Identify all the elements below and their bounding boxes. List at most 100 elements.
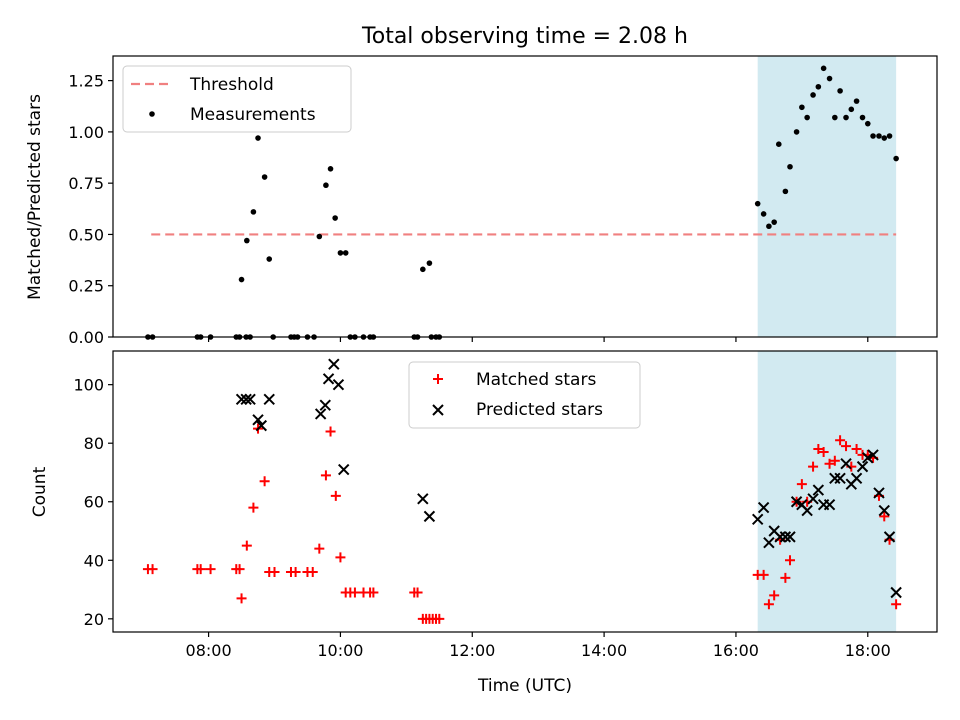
shaded-region [757, 56, 897, 337]
xtick-label: 14:00 [581, 641, 627, 660]
predicted-point [338, 463, 350, 476]
predicted-point [235, 393, 248, 406]
measurement-point [337, 250, 344, 256]
predicted-point [801, 504, 813, 517]
predicted-point [883, 531, 896, 543]
matched-point [780, 572, 791, 583]
predicted-point [757, 501, 770, 514]
matched-point [205, 564, 216, 575]
measurement-point [810, 92, 816, 98]
measurement-point [771, 219, 777, 225]
predicted-point [423, 510, 436, 523]
measurement-point [754, 200, 761, 207]
measurement-point [787, 163, 793, 170]
predicted-point [834, 472, 846, 485]
predicted-point [784, 531, 796, 543]
measurement-point [342, 250, 349, 256]
measurement-point [426, 260, 433, 266]
predicted-point [332, 378, 345, 391]
legend-matched-swatch [433, 374, 443, 384]
measurement-point [799, 104, 805, 111]
predicted-point [840, 457, 852, 470]
predicted-point [807, 493, 819, 505]
matched-point [269, 566, 280, 577]
predicted-point [751, 513, 764, 526]
measurement-point [837, 88, 843, 94]
measurement-point [332, 215, 338, 221]
matched-point [758, 569, 769, 580]
measurement-point [266, 256, 273, 262]
measurement-point [766, 223, 772, 230]
predicted-point [856, 460, 869, 473]
measurement-point [244, 237, 250, 244]
measurement-point [250, 209, 257, 215]
predicted-point [823, 498, 836, 511]
ytick-label: 1.25 [68, 72, 104, 91]
predicted-point [314, 408, 327, 420]
ytick-label: 20 [84, 610, 104, 629]
predicted-point [867, 449, 879, 461]
legend-predicted-swatch [432, 404, 444, 416]
predicted-point [890, 586, 902, 599]
legend-measurements-label: Measurements [190, 105, 316, 125]
matched-point [769, 590, 780, 601]
measurement-point [255, 135, 261, 141]
predicted-point [873, 487, 885, 499]
measurement-point [782, 188, 789, 195]
matched-point [808, 461, 819, 472]
predicted-point [790, 496, 803, 508]
matched-point [891, 599, 902, 610]
measurement-point [832, 114, 838, 121]
measurement-point [886, 133, 893, 139]
legend-threshold-label: Threshold [189, 75, 274, 95]
bottom-xlabel: Time (UTC) [477, 676, 572, 696]
matched-point [236, 593, 247, 604]
predicted-point [252, 414, 264, 426]
predicted-point [244, 393, 256, 406]
measurement-point [815, 83, 822, 90]
predicted-point [862, 452, 874, 464]
matched-point [813, 444, 824, 455]
matched-point [368, 587, 379, 598]
measurement-point [843, 114, 849, 121]
matched-point [248, 502, 259, 513]
predicted-point [263, 393, 275, 406]
measurement-point [853, 98, 860, 104]
bottom-panel: 20 40 60 80 100 08:00 10:00 12:00 14:00 16:00 18:0… [73, 350, 938, 660]
matched-point [412, 587, 423, 598]
matched-point [434, 613, 445, 624]
matched-point [307, 566, 318, 577]
measurement-point [420, 266, 426, 273]
measurement-point [775, 141, 782, 147]
legend-top: Threshold Measurements [122, 65, 352, 133]
legend-measurements-swatch [149, 111, 155, 117]
matched-point [234, 564, 245, 575]
matched-point [784, 555, 795, 566]
matched-point [818, 446, 829, 457]
xtick-label: 16:00 [713, 641, 759, 660]
predicted-point [417, 493, 429, 505]
bottom-ylabel: Count [30, 466, 50, 517]
ytick-label: 60 [84, 493, 104, 512]
matched-point [241, 540, 252, 551]
measurement-point [323, 182, 329, 189]
legend-box [408, 361, 641, 429]
measurement-point [826, 75, 833, 82]
predicted-point [850, 472, 863, 485]
measurement-point [261, 174, 268, 180]
matched-point [841, 441, 852, 452]
ytick-label: 0.75 [68, 174, 104, 193]
ytick-label: 100 [73, 376, 104, 395]
xtick-label: 18:00 [845, 641, 891, 660]
measurement-point [804, 114, 810, 121]
matched-point [851, 444, 862, 455]
ytick-label: 40 [84, 551, 104, 570]
matched-point [796, 479, 807, 490]
ytick-label: 0.00 [68, 328, 104, 347]
measurement-point [864, 120, 871, 127]
axes-frame [112, 55, 938, 338]
ytick-label: 80 [84, 434, 104, 453]
shaded-region [757, 351, 897, 632]
ytick-label: 1.00 [68, 123, 104, 142]
